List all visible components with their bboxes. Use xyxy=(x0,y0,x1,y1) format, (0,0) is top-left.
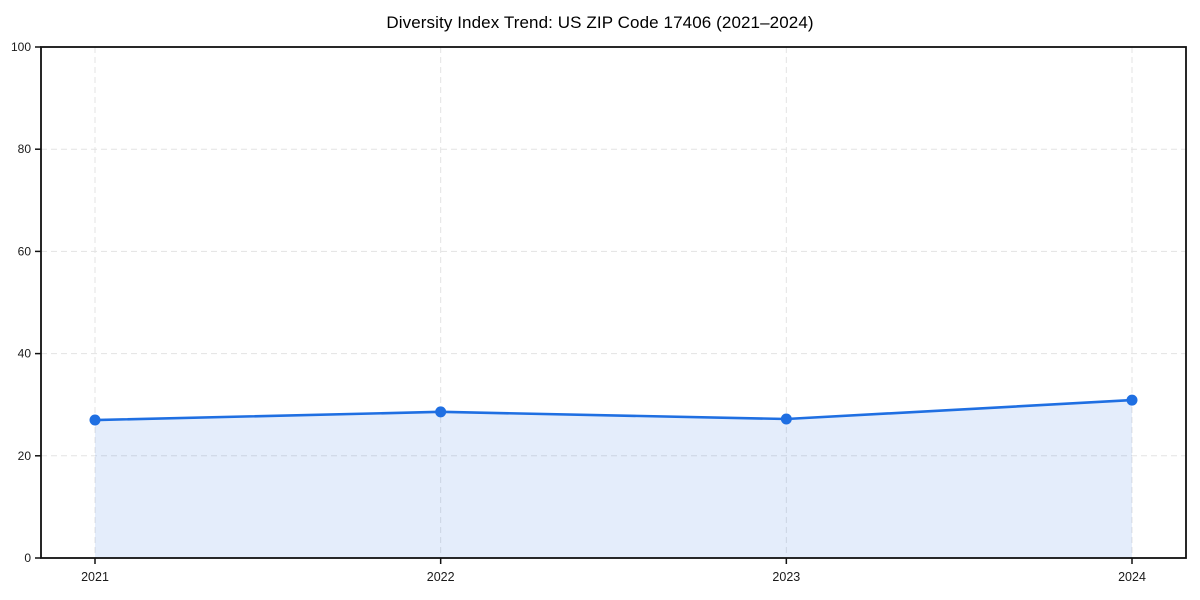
y-tick-label: 100 xyxy=(11,40,31,54)
y-tick-label: 80 xyxy=(18,142,32,156)
x-tick-label: 2021 xyxy=(81,570,109,584)
chart-title: Diversity Index Trend: US ZIP Code 17406… xyxy=(386,13,814,32)
x-tick-label: 2023 xyxy=(772,570,800,584)
y-tick-label: 20 xyxy=(18,449,32,463)
trend-line xyxy=(93,398,1134,422)
data-point-2023 xyxy=(780,413,792,425)
x-tick-label: 2022 xyxy=(427,570,455,584)
y-tick-label: 0 xyxy=(24,551,31,565)
data-point-2022 xyxy=(435,406,447,418)
y-tick-label: 40 xyxy=(18,347,32,361)
y-tick-label: 60 xyxy=(18,244,32,258)
x-tick-label: 2024 xyxy=(1118,570,1146,584)
data-point-2024 xyxy=(1126,394,1138,406)
data-point-2021 xyxy=(89,414,101,426)
area-fill xyxy=(95,400,1132,558)
plot-border xyxy=(40,46,1187,559)
